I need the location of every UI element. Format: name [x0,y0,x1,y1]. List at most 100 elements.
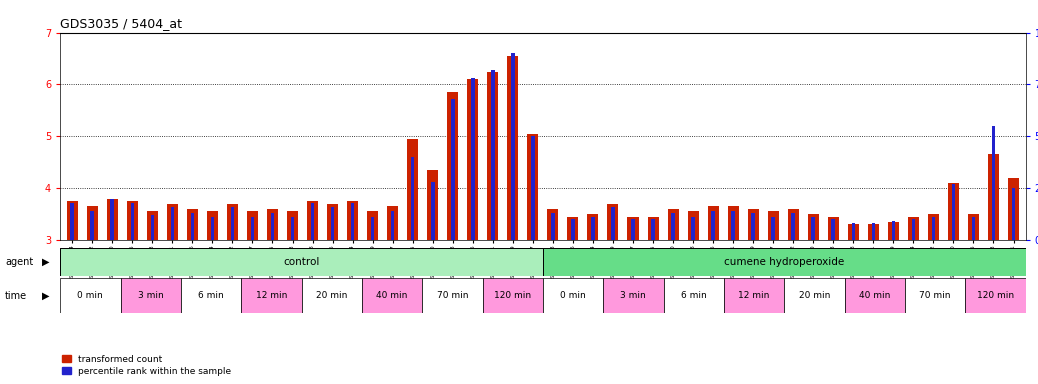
Text: time: time [5,291,27,301]
Bar [487,71,498,240]
Bar [471,78,474,240]
Bar [543,278,603,313]
Bar [771,217,775,240]
Bar [1008,178,1019,240]
Bar [367,212,378,240]
Bar [531,136,535,240]
Bar [391,211,394,240]
Bar [728,206,739,240]
Text: 3 min: 3 min [138,291,164,300]
Bar [267,209,278,240]
Bar [191,213,194,240]
Bar [952,184,955,240]
Bar [327,204,338,240]
Bar [491,70,495,240]
Bar [291,217,295,240]
Text: 20 min: 20 min [316,291,348,300]
Bar [791,213,795,240]
Bar [187,209,198,240]
Bar [928,214,939,240]
Text: agent: agent [5,257,33,267]
Text: 70 min: 70 min [920,291,951,300]
Text: cumene hydroperoxide: cumene hydroperoxide [725,257,844,267]
Bar [250,217,254,240]
Text: ▶: ▶ [42,291,49,301]
Bar [508,56,518,240]
Bar [71,203,74,240]
Bar [592,217,595,240]
Bar [230,207,235,240]
Bar [611,207,614,240]
Bar [211,217,214,240]
Bar [663,278,723,313]
Text: 6 min: 6 min [198,291,224,300]
Bar [66,201,78,240]
Bar [347,201,358,240]
Bar [131,203,134,240]
Bar [527,134,539,240]
Text: 12 min: 12 min [738,291,770,300]
Bar [371,217,375,240]
Bar [872,223,875,240]
Bar [431,182,435,240]
Bar [351,203,354,240]
Bar [991,126,995,240]
Bar [547,209,558,240]
Bar [1012,188,1015,240]
Bar [271,213,274,240]
Bar [60,278,120,313]
Bar [788,209,798,240]
Bar [450,99,455,240]
Bar [752,213,755,240]
Text: 120 min: 120 min [977,291,1014,300]
Bar [302,278,362,313]
Bar [207,212,218,240]
Bar [708,206,718,240]
Legend: transformed count, percentile rank within the sample: transformed count, percentile rank withi… [61,355,231,376]
Bar [932,217,935,240]
Text: 3 min: 3 min [621,291,647,300]
Bar [483,278,543,313]
Bar [868,224,879,240]
Bar [845,278,905,313]
Bar [827,217,839,240]
Bar [667,209,679,240]
Bar [687,212,699,240]
Bar [447,92,458,240]
Bar [651,219,655,240]
Bar [812,217,815,240]
Bar [107,199,117,240]
Bar [146,212,158,240]
Bar [965,278,1026,313]
Bar [988,154,999,240]
Text: 20 min: 20 min [798,291,830,300]
Bar [543,248,1026,276]
Bar [407,139,418,240]
Bar [90,211,94,240]
Bar [467,79,479,240]
Bar [607,204,619,240]
Bar [411,157,414,240]
Text: 40 min: 40 min [859,291,891,300]
Text: 0 min: 0 min [561,291,585,300]
Bar [723,278,785,313]
Text: 0 min: 0 min [78,291,103,300]
Bar [167,204,177,240]
Text: 40 min: 40 min [377,291,408,300]
Bar [672,213,675,240]
Bar [571,219,575,240]
Bar [848,224,858,240]
Text: control: control [283,257,320,267]
Bar [241,278,302,313]
Bar [511,53,515,240]
Bar [247,212,258,240]
Bar [948,183,959,240]
Text: 12 min: 12 min [255,291,288,300]
Bar [808,214,819,240]
Bar [648,217,658,240]
Bar [851,223,855,240]
Bar [892,221,895,240]
Bar [732,211,735,240]
Bar [127,201,138,240]
Bar [968,214,979,240]
